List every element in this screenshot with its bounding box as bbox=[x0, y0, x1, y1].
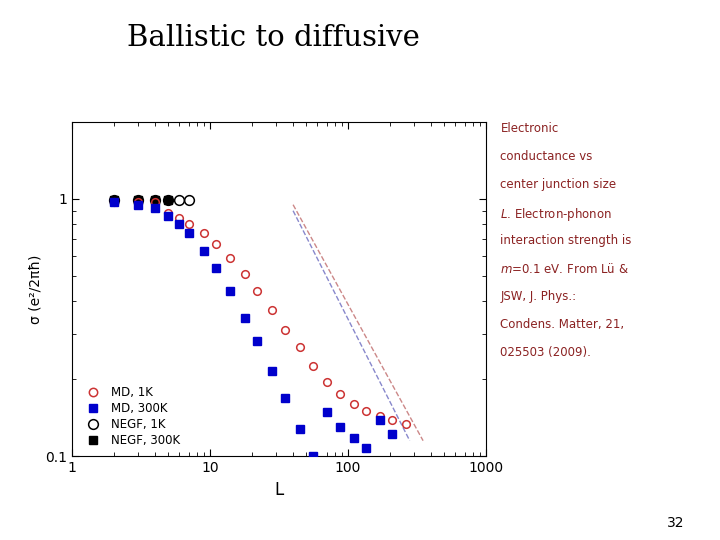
Text: 025503 (2009).: 025503 (2009). bbox=[500, 346, 591, 359]
Text: 32: 32 bbox=[667, 516, 684, 530]
Y-axis label: σ (e²/2πħ): σ (e²/2πħ) bbox=[28, 254, 42, 323]
Text: JSW, J. Phys.:: JSW, J. Phys.: bbox=[500, 290, 577, 303]
Text: interaction strength is: interaction strength is bbox=[500, 234, 631, 247]
Text: $\it{m}$=0.1 eV. From Lü &: $\it{m}$=0.1 eV. From Lü & bbox=[500, 262, 629, 276]
Text: $\it{L}$. Electron-phonon: $\it{L}$. Electron-phonon bbox=[500, 206, 612, 222]
Text: Ballistic to diffusive: Ballistic to diffusive bbox=[127, 24, 420, 52]
Text: conductance vs: conductance vs bbox=[500, 150, 593, 163]
Legend: MD, 1K, MD, 300K, NEGF, 1K, NEGF, 300K: MD, 1K, MD, 300K, NEGF, 1K, NEGF, 300K bbox=[78, 382, 184, 450]
X-axis label: L: L bbox=[274, 481, 284, 499]
Text: center junction size: center junction size bbox=[500, 178, 616, 191]
Text: Condens. Matter, 21,: Condens. Matter, 21, bbox=[500, 318, 624, 331]
Text: Electronic: Electronic bbox=[500, 122, 559, 134]
